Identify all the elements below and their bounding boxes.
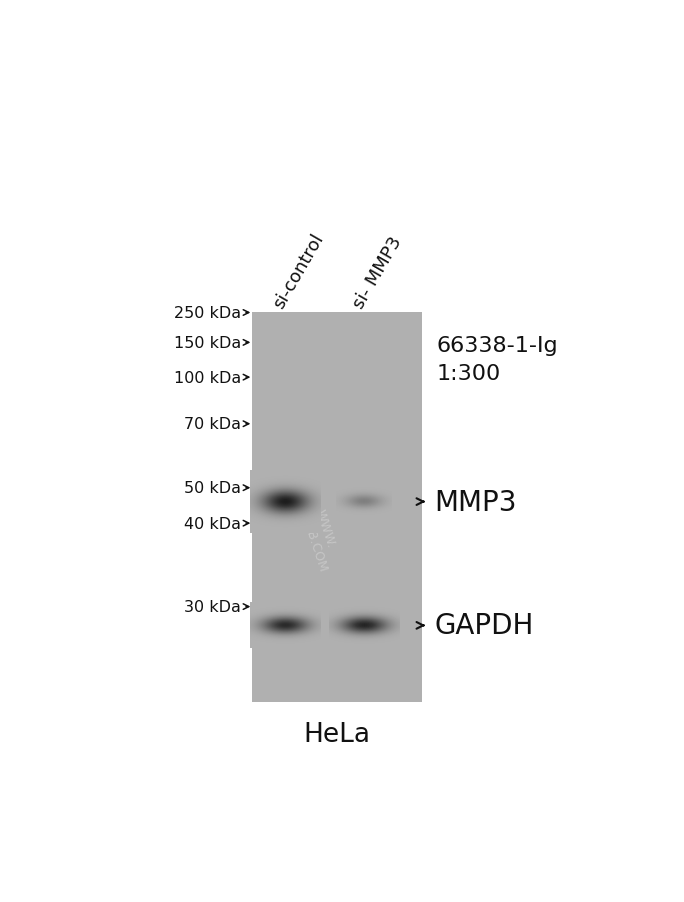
Text: si-control: si-control: [270, 230, 328, 311]
Bar: [252, 313, 422, 702]
Text: 100 kDa: 100 kDa: [174, 370, 241, 385]
Text: WWW.
PTGLAB.COM: WWW. PTGLAB.COM: [291, 487, 345, 575]
Text: GAPDH: GAPDH: [434, 612, 534, 640]
Text: 40 kDa: 40 kDa: [184, 516, 241, 531]
Text: HeLa: HeLa: [304, 722, 371, 747]
Text: 250 kDa: 250 kDa: [174, 306, 241, 320]
Text: 70 kDa: 70 kDa: [184, 417, 241, 432]
Text: 150 kDa: 150 kDa: [174, 336, 241, 351]
Text: 50 kDa: 50 kDa: [184, 481, 241, 495]
Text: si- MMP3: si- MMP3: [350, 234, 406, 311]
Text: 1:300: 1:300: [436, 364, 500, 383]
Text: 66338-1-Ig: 66338-1-Ig: [436, 336, 557, 355]
Text: MMP3: MMP3: [434, 488, 517, 516]
Text: 30 kDa: 30 kDa: [184, 600, 241, 614]
